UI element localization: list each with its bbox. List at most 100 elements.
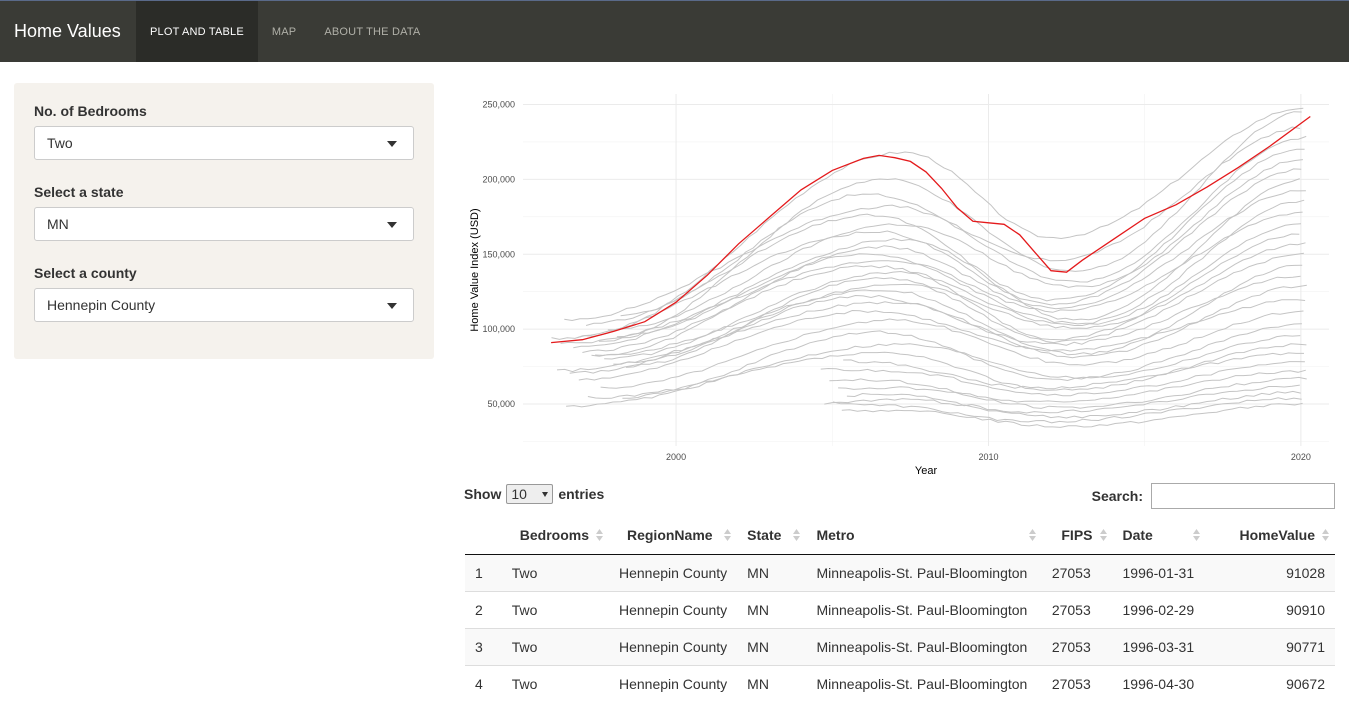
bedrooms-select[interactable]: Two [34, 126, 414, 160]
state-select[interactable]: MN [34, 207, 414, 241]
county-series-line [587, 343, 1307, 399]
entries-select[interactable]: 10 [506, 484, 554, 504]
county-series-line [846, 384, 1300, 414]
sort-icon [595, 529, 603, 541]
county-series-line [829, 369, 1306, 403]
table-cell-date: 1996-04-30 [1112, 664, 1207, 702]
sort-icon [1099, 529, 1107, 541]
table-cell-bedrooms: Two [501, 590, 609, 628]
sort-icon [1322, 529, 1329, 541]
county-series-line [595, 190, 1306, 356]
table-cell-regionname: Hennepin County [618, 564, 728, 581]
y-tick-label: 250,000 [482, 99, 515, 109]
table-cell-metro: Minneapolis-St. Paul-Bloomington [816, 564, 1028, 581]
sort-icon [1028, 529, 1036, 541]
show-entries: Show 10 entries [464, 484, 604, 504]
table-cell-homevalue: 90672 [1206, 664, 1335, 702]
table-row[interactable]: 4 Two Hennepin County MN Minneapolis-St. Pau… [465, 664, 1335, 702]
county-series-line [576, 107, 1304, 339]
y-axis-title: Home Value Index (USD) [469, 208, 481, 331]
county-series-line [591, 264, 1303, 357]
table-row[interactable]: 2 Two Hennepin County MN Minneapolis-St. Pau… [465, 590, 1335, 628]
table-cell-regionname: Hennepin County [608, 590, 738, 628]
header-label: HomeValue [1239, 526, 1315, 543]
county-series-line [622, 323, 1302, 399]
chevron-down-icon [387, 141, 397, 147]
table-cell-bedrooms: Two [511, 564, 538, 581]
bedrooms-header[interactable]: Bedrooms [501, 516, 609, 555]
county-series-line [824, 390, 1301, 419]
tab-about-the-data[interactable]: ABOUT THE DATA [324, 25, 421, 38]
index-header [465, 516, 502, 555]
table-cell-fips: 27053 [1051, 564, 1091, 581]
county-series-line [598, 111, 1302, 342]
chevron-down-icon [542, 491, 549, 497]
county-series-line [582, 223, 1302, 353]
table-cell-regionname: Hennepin County [608, 627, 738, 665]
table-row[interactable]: 3 Two Hennepin County MN Minneapolis-St. Pau… [465, 627, 1335, 665]
y-tick-label: 100,000 [482, 324, 515, 334]
data-table: Bedrooms RegionName State Metro FIPS Date Home… [465, 516, 1335, 702]
table-cell-homevalue: 90771 [1206, 627, 1335, 665]
regionname-header[interactable]: RegionName [608, 516, 738, 555]
date-header[interactable]: Date [1112, 516, 1207, 555]
county-series-line [604, 233, 1300, 360]
county-series-line [613, 275, 1301, 365]
table-cell-date: 1996-01-31 [1122, 564, 1195, 581]
state-label: Select a state [34, 184, 124, 200]
fips-header[interactable]: FIPS [1041, 516, 1113, 555]
table-cell-index: 1 [475, 564, 483, 581]
county-series-line [566, 335, 1301, 408]
metro-header[interactable]: Metro [806, 516, 1042, 555]
entries-label: entries [558, 486, 605, 502]
table-row[interactable]: 1 Two Hennepin County MN Minneapolis-St. Pau… [465, 554, 1335, 591]
x-tick-label: 2000 [666, 452, 686, 462]
app-title: Home Values [14, 21, 121, 41]
table-cell-state: MN [747, 564, 769, 581]
state-header[interactable]: State [737, 516, 807, 555]
table-cell-metro: Minneapolis-St. Paul-Bloomington [806, 664, 1042, 702]
table-cell-homevalue: 91028 [1286, 564, 1325, 581]
sort-icon [793, 529, 801, 541]
county-series-line [578, 299, 1306, 381]
county-series-line [832, 397, 1302, 424]
sidebar-panel: No. of Bedrooms Two Select a state MN Se… [14, 83, 434, 359]
table-cell-fips: 27053 [1041, 664, 1113, 702]
county-series-line [838, 376, 1307, 409]
table-cell-homevalue: 90910 [1206, 590, 1335, 628]
table-header-row: Bedrooms RegionName State Metro FIPS Date Home… [465, 516, 1335, 555]
table-cell-index: 4 [465, 664, 502, 702]
header-label: State [747, 526, 782, 543]
county-label: Select a county [34, 265, 137, 281]
tab-plot-and-table[interactable]: PLOT AND TABLE [136, 1, 258, 62]
y-tick-label: 200,000 [482, 174, 515, 184]
chevron-down-icon [387, 303, 397, 309]
table-cell-state: MN [737, 590, 807, 628]
table-cell-state: MN [737, 664, 807, 702]
county-select[interactable]: Hennepin County [34, 288, 414, 322]
county-series-line [564, 135, 1307, 322]
y-tick-label: 50,000 [487, 399, 515, 409]
homevalue-header[interactable]: HomeValue [1206, 516, 1335, 555]
county-series-line [843, 352, 1304, 390]
county-series-line [585, 148, 1305, 326]
county-series-line [625, 242, 1306, 368]
navbar: Home Values PLOT AND TABLE MAP ABOUT THE… [0, 0, 1349, 62]
chart-svg: 50,000 100,000 150,000 200,000 250,000 2000 20… [469, 94, 1329, 477]
chevron-down-icon [387, 222, 397, 228]
table-search: Search: [1092, 483, 1335, 509]
header-label: Metro [816, 526, 855, 543]
selected-county-line [551, 115, 1311, 344]
county-series-line [600, 310, 1304, 389]
tab-map[interactable]: MAP [271, 25, 297, 38]
table-cell-bedrooms: Two [501, 627, 609, 665]
show-label: Show [464, 486, 502, 502]
bedrooms-label: No. of Bedrooms [34, 103, 147, 119]
county-series-line [556, 284, 1307, 373]
table-cell-date: 1996-03-31 [1112, 627, 1207, 665]
header-label: Bedrooms [519, 526, 589, 543]
header-label: FIPS [1061, 526, 1093, 543]
table-cell-date: 1996-02-29 [1112, 590, 1207, 628]
search-input[interactable] [1151, 483, 1335, 509]
sort-icon [724, 529, 732, 541]
